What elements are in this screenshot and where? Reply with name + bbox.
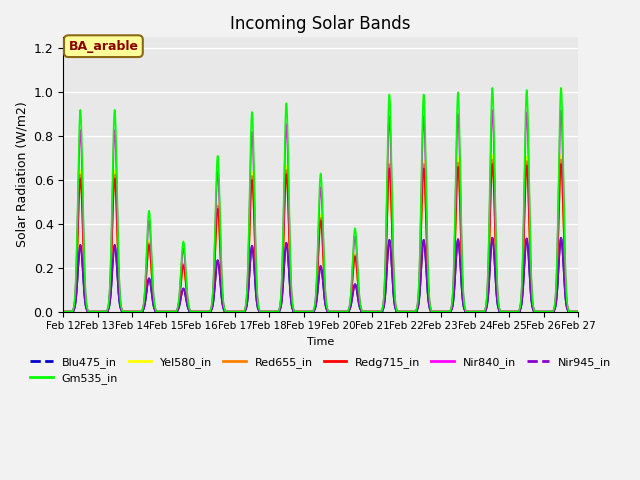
Yel580_in <box>279 254 287 260</box>
Nir945_in <box>118 309 126 314</box>
Blu475_in <box>257 309 264 314</box>
Gm535_in <box>279 230 287 236</box>
Yel580_in <box>509 309 516 314</box>
Redg715_in <box>509 309 516 314</box>
Gm535_in <box>148 275 156 280</box>
Blu475_in <box>118 309 126 314</box>
Nir945_in <box>564 309 572 314</box>
Red655_in <box>257 309 264 314</box>
Nir945_in <box>488 235 496 241</box>
Blu475_in <box>574 309 582 314</box>
Line: Redg715_in: Redg715_in <box>63 164 578 312</box>
Redg715_in <box>60 309 67 314</box>
Nir840_in <box>509 309 516 314</box>
Yel580_in <box>488 152 496 158</box>
Redg715_in <box>257 309 264 314</box>
Yel580_in <box>574 309 582 314</box>
Yel580_in <box>148 285 156 290</box>
Line: Red655_in: Red655_in <box>63 159 578 312</box>
Gm535_in <box>509 309 516 314</box>
Nir840_in <box>257 309 264 314</box>
Nir945_in <box>257 309 264 314</box>
Yel580_in <box>257 309 264 314</box>
Red655_in <box>564 307 572 313</box>
Nir840_in <box>60 309 67 314</box>
Red655_in <box>118 308 126 313</box>
Red655_in <box>148 286 156 291</box>
Red655_in <box>60 309 67 314</box>
Nir945_in <box>60 309 67 314</box>
Nir840_in <box>564 306 572 312</box>
Nir840_in <box>118 307 126 313</box>
Y-axis label: Solar Radiation (W/m2): Solar Radiation (W/m2) <box>15 102 28 247</box>
Line: Nir945_in: Nir945_in <box>63 238 578 312</box>
Blu475_in <box>148 298 156 303</box>
Redg715_in <box>564 307 572 313</box>
Title: Incoming Solar Bands: Incoming Solar Bands <box>230 15 411 33</box>
Redg715_in <box>488 161 496 167</box>
Nir945_in <box>574 309 582 314</box>
Line: Yel580_in: Yel580_in <box>63 155 578 312</box>
Gm535_in <box>574 309 582 314</box>
Nir945_in <box>279 283 287 289</box>
Nir945_in <box>509 309 516 314</box>
Gm535_in <box>60 309 67 314</box>
Nir840_in <box>488 108 496 113</box>
Gm535_in <box>118 307 126 312</box>
Yel580_in <box>60 309 67 314</box>
Yel580_in <box>118 308 126 313</box>
Red655_in <box>488 156 496 162</box>
Line: Blu475_in: Blu475_in <box>63 238 578 312</box>
Red655_in <box>574 309 582 314</box>
Gm535_in <box>564 306 572 312</box>
Nir840_in <box>279 239 287 244</box>
Gm535_in <box>488 85 496 91</box>
Blu475_in <box>488 235 496 241</box>
Nir840_in <box>148 278 156 284</box>
Line: Nir840_in: Nir840_in <box>63 110 578 312</box>
Redg715_in <box>574 309 582 314</box>
Text: BA_arable: BA_arable <box>68 40 138 53</box>
Legend: Blu475_in, Gm535_in, Yel580_in, Red655_in, Redg715_in, Nir840_in, Nir945_in: Blu475_in, Gm535_in, Yel580_in, Red655_i… <box>26 352 616 388</box>
X-axis label: Time: Time <box>307 337 334 347</box>
Blu475_in <box>509 309 516 314</box>
Nir945_in <box>148 298 156 303</box>
Nir840_in <box>574 309 582 314</box>
Redg715_in <box>279 257 287 263</box>
Redg715_in <box>148 286 156 292</box>
Redg715_in <box>118 308 126 313</box>
Blu475_in <box>60 309 67 314</box>
Red655_in <box>509 309 516 314</box>
Red655_in <box>279 255 287 261</box>
Line: Gm535_in: Gm535_in <box>63 88 578 312</box>
Blu475_in <box>279 283 287 289</box>
Gm535_in <box>257 309 264 314</box>
Yel580_in <box>564 307 572 312</box>
Blu475_in <box>564 309 572 314</box>
